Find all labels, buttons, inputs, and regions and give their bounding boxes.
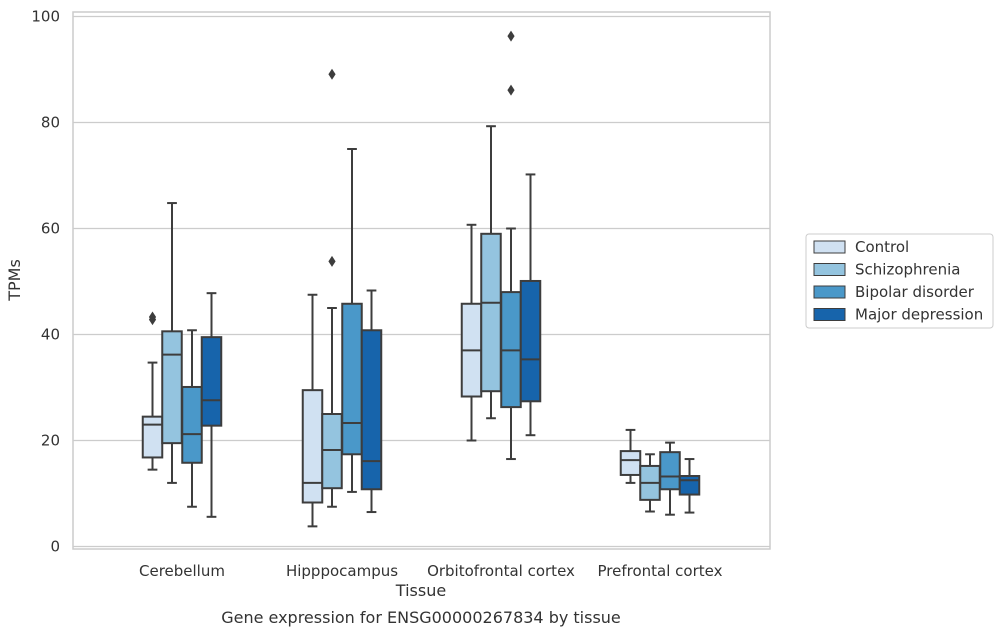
series-bipolar-disorder xyxy=(181,30,681,516)
legend-label: Major depression xyxy=(855,306,983,324)
legend-swatch xyxy=(813,240,846,254)
series-major-depression xyxy=(200,173,701,518)
y-axis-ticks: 0 20 40 60 80 100 xyxy=(31,8,60,556)
legend-swatch xyxy=(813,308,846,321)
box xyxy=(181,385,203,464)
x-tick-label: Cerebellum xyxy=(139,562,225,580)
chart-caption: Gene expression for ENSG00000267834 by t… xyxy=(221,608,621,627)
y-tick-label: 0 xyxy=(50,538,60,556)
outlier-point xyxy=(507,30,515,42)
legend-label: Control xyxy=(855,238,909,256)
y-tick-label: 40 xyxy=(41,326,60,344)
box-series xyxy=(141,30,701,528)
series-schizophrenia xyxy=(161,68,661,513)
box xyxy=(619,450,642,476)
x-tick-label: Orbitofrontal cortex xyxy=(427,562,575,580)
box xyxy=(659,451,681,491)
x-tick-label: Prefrontal cortex xyxy=(598,562,723,580)
legend-label: Bipolar disorder xyxy=(855,283,975,301)
box xyxy=(161,330,183,445)
outlier-point xyxy=(328,68,336,80)
y-tick-label: 20 xyxy=(41,432,60,450)
legend-swatch xyxy=(813,285,846,299)
box xyxy=(341,302,363,456)
box xyxy=(200,336,223,427)
outlier-point xyxy=(148,311,157,323)
x-axis-label: Tissue xyxy=(395,581,446,600)
x-axis-ticks: Cerebellum Hipppocampus Orbitofrontal cort… xyxy=(139,562,723,580)
box xyxy=(480,232,502,393)
series-control xyxy=(141,223,642,528)
x-tick-label: Hipppocampus xyxy=(286,562,398,580)
outlier-point xyxy=(328,255,336,267)
y-axis-label: TPMs xyxy=(5,259,24,302)
outlier-point xyxy=(507,84,515,96)
legend: Control Schizophrenia Bipolar disorder Majo… xyxy=(805,233,994,329)
plot-area xyxy=(72,11,771,550)
y-tick-label: 60 xyxy=(41,220,60,238)
box xyxy=(321,413,343,490)
y-tick-label: 100 xyxy=(31,8,60,26)
box xyxy=(141,415,164,459)
box xyxy=(519,279,542,403)
box xyxy=(360,329,383,491)
legend-frame xyxy=(805,233,994,329)
box xyxy=(678,475,701,496)
legend-swatch xyxy=(813,263,846,276)
box xyxy=(301,389,324,504)
y-tick-label: 80 xyxy=(41,114,60,132)
legend-label: Schizophrenia xyxy=(855,261,960,279)
